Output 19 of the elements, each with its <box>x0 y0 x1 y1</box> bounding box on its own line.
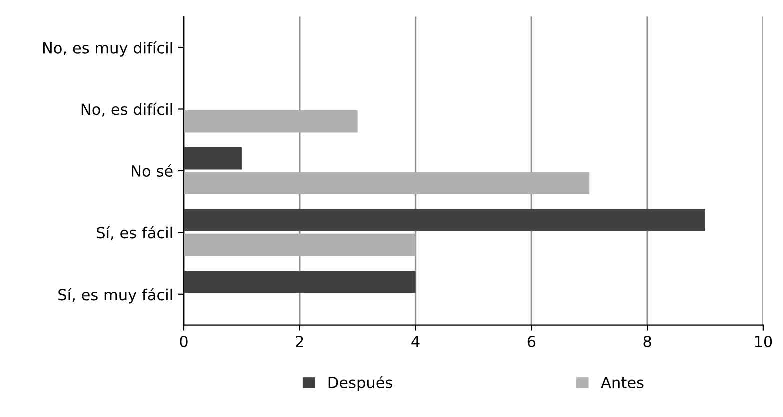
y-tick-label: No sé <box>132 164 173 177</box>
x-tick-label: 2 <box>296 336 304 348</box>
bar <box>184 148 242 170</box>
x-tick-label: 6 <box>528 336 536 348</box>
bar <box>184 209 706 232</box>
x-tick-label: 10 <box>755 336 772 348</box>
x-tick-label: 8 <box>644 336 652 348</box>
bar <box>184 234 416 256</box>
legend-label: Después <box>328 376 392 392</box>
y-tick-label: No, es muy difícil <box>43 41 172 57</box>
x-tick-label: 4 <box>412 336 420 348</box>
x-tick-label: 0 <box>180 336 188 348</box>
bar <box>184 110 358 133</box>
y-tick-label: Sí, es muy fácil <box>58 288 172 304</box>
bar <box>184 270 416 294</box>
bar <box>184 172 590 194</box>
y-tick-label: Sí, es fácil <box>97 226 172 240</box>
y-tick-label: No, es difícil <box>82 102 172 117</box>
legend-label: Antes <box>601 377 644 388</box>
